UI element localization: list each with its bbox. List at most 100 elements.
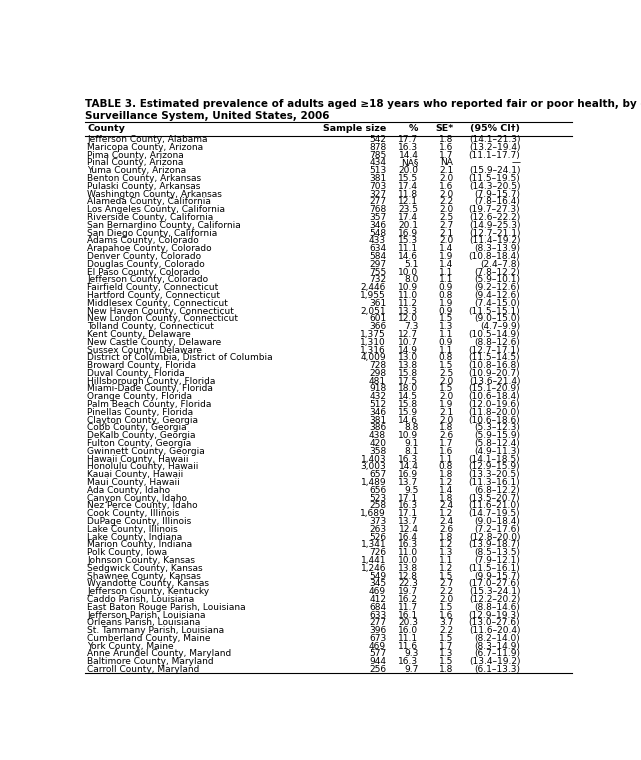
Text: 1.4: 1.4 xyxy=(439,244,453,253)
Text: Jefferson Parish, Louisiana: Jefferson Parish, Louisiana xyxy=(87,610,206,619)
Text: 1.1: 1.1 xyxy=(439,268,453,277)
Text: 2.0: 2.0 xyxy=(439,416,453,425)
Text: Washington County, Arkansas: Washington County, Arkansas xyxy=(87,190,222,198)
Text: 11.6: 11.6 xyxy=(398,641,419,651)
Text: (10.5–14.9): (10.5–14.9) xyxy=(469,330,520,339)
Text: Sedgwick County, Kansas: Sedgwick County, Kansas xyxy=(87,564,203,573)
Text: Yuma County, Arizona: Yuma County, Arizona xyxy=(87,166,186,176)
Text: 918: 918 xyxy=(369,385,386,394)
Text: County: County xyxy=(87,124,125,133)
Text: 11.8: 11.8 xyxy=(398,190,419,198)
Text: 15.8: 15.8 xyxy=(398,400,419,409)
Text: (13.9–18.7): (13.9–18.7) xyxy=(469,540,520,549)
Text: 17.4: 17.4 xyxy=(399,182,419,191)
Text: Riverside County, California: Riverside County, California xyxy=(87,213,213,222)
Text: Palm Beach County, Florida: Palm Beach County, Florida xyxy=(87,400,212,409)
Text: Miami-Dade County, Florida: Miami-Dade County, Florida xyxy=(87,385,213,394)
Text: 12.4: 12.4 xyxy=(399,525,419,534)
Text: 2.7: 2.7 xyxy=(439,579,453,588)
Text: (7.8–16.4): (7.8–16.4) xyxy=(474,198,520,207)
Text: 601: 601 xyxy=(369,315,386,323)
Text: Maui County, Hawaii: Maui County, Hawaii xyxy=(87,478,180,487)
Text: (8.8–12.6): (8.8–12.6) xyxy=(474,337,520,347)
Text: 1.8: 1.8 xyxy=(439,470,453,480)
Text: 1.9: 1.9 xyxy=(439,252,453,261)
Text: (12.6–22.2): (12.6–22.2) xyxy=(469,213,520,222)
Text: 684: 684 xyxy=(369,603,386,612)
Text: New Castle County, Delaware: New Castle County, Delaware xyxy=(87,337,221,347)
Text: 1,316: 1,316 xyxy=(360,346,386,354)
Text: Pinal County, Arizona: Pinal County, Arizona xyxy=(87,158,183,167)
Text: 412: 412 xyxy=(369,595,386,604)
Text: 11.0: 11.0 xyxy=(398,548,419,557)
Text: 1.8: 1.8 xyxy=(439,135,453,144)
Text: New Haven County, Connecticut: New Haven County, Connecticut xyxy=(87,306,234,315)
Text: (13.5–20.7): (13.5–20.7) xyxy=(469,493,520,502)
Text: 15.8: 15.8 xyxy=(398,369,419,378)
Text: 548: 548 xyxy=(369,229,386,238)
Text: Lake County, Illinois: Lake County, Illinois xyxy=(87,525,178,534)
Text: 15.3: 15.3 xyxy=(398,236,419,245)
Text: Orleans Parish, Louisiana: Orleans Parish, Louisiana xyxy=(87,619,201,627)
Text: 277: 277 xyxy=(369,619,386,627)
Text: 366: 366 xyxy=(369,322,386,331)
Text: Ada County, Idaho: Ada County, Idaho xyxy=(87,486,171,495)
Text: Duval County, Florida: Duval County, Florida xyxy=(87,369,185,378)
Text: (8.3–14.9): (8.3–14.9) xyxy=(474,641,520,651)
Text: (13.3–20.5): (13.3–20.5) xyxy=(469,470,520,480)
Text: (8.2–14.0): (8.2–14.0) xyxy=(474,634,520,643)
Text: 23.5: 23.5 xyxy=(399,205,419,214)
Text: 1.4: 1.4 xyxy=(439,260,453,269)
Text: (11.6–21.0): (11.6–21.0) xyxy=(469,502,520,511)
Text: (8.8–14.6): (8.8–14.6) xyxy=(474,603,520,612)
Text: 358: 358 xyxy=(369,447,386,456)
Text: 346: 346 xyxy=(369,221,386,230)
Text: 542: 542 xyxy=(369,135,386,144)
Text: Benton County, Arkansas: Benton County, Arkansas xyxy=(87,174,201,183)
Text: 703: 703 xyxy=(369,182,386,191)
Text: (4.7–9.9): (4.7–9.9) xyxy=(480,322,520,331)
Text: 3.7: 3.7 xyxy=(439,619,453,627)
Text: 17.4: 17.4 xyxy=(399,213,419,222)
Text: Cook County, Illinois: Cook County, Illinois xyxy=(87,509,179,518)
Text: 16.3: 16.3 xyxy=(398,540,419,549)
Text: 2.0: 2.0 xyxy=(439,236,453,245)
Text: 11.2: 11.2 xyxy=(399,299,419,308)
Text: 16.3: 16.3 xyxy=(398,454,419,464)
Text: 2.6: 2.6 xyxy=(439,525,453,534)
Text: Denver County, Colorado: Denver County, Colorado xyxy=(87,252,201,261)
Text: 0.9: 0.9 xyxy=(439,337,453,347)
Text: 1,375: 1,375 xyxy=(360,330,386,339)
Text: 755: 755 xyxy=(369,268,386,277)
Text: Cumberland County, Maine: Cumberland County, Maine xyxy=(87,634,211,643)
Text: Los Angeles County, California: Los Angeles County, California xyxy=(87,205,225,214)
Text: 13.0: 13.0 xyxy=(398,353,419,363)
Text: Broward County, Florida: Broward County, Florida xyxy=(87,361,196,370)
Text: 944: 944 xyxy=(369,657,386,667)
Text: 256: 256 xyxy=(369,665,386,674)
Text: York County, Maine: York County, Maine xyxy=(87,641,174,651)
Text: 16.1: 16.1 xyxy=(398,610,419,619)
Text: 732: 732 xyxy=(369,275,386,284)
Text: 18.0: 18.0 xyxy=(398,385,419,394)
Text: 577: 577 xyxy=(369,650,386,658)
Text: Wyandotte County, Kansas: Wyandotte County, Kansas xyxy=(87,579,209,588)
Text: (14.7–19.5): (14.7–19.5) xyxy=(469,509,520,518)
Text: 438: 438 xyxy=(369,431,386,440)
Text: 0.9: 0.9 xyxy=(439,283,453,292)
Text: (11.5–19.5): (11.5–19.5) xyxy=(469,174,520,183)
Text: Marion County, Indiana: Marion County, Indiana xyxy=(87,540,192,549)
Text: 2.2: 2.2 xyxy=(439,198,453,207)
Text: 1.7: 1.7 xyxy=(439,150,453,160)
Text: 2.7: 2.7 xyxy=(439,221,453,230)
Text: 1.5: 1.5 xyxy=(439,572,453,581)
Text: Sample size: Sample size xyxy=(323,124,386,133)
Text: 433: 433 xyxy=(369,236,386,245)
Text: 1.8: 1.8 xyxy=(439,533,453,542)
Text: Carroll County, Maryland: Carroll County, Maryland xyxy=(87,665,199,674)
Text: 14.5: 14.5 xyxy=(399,392,419,401)
Text: 297: 297 xyxy=(369,260,386,269)
Text: 512: 512 xyxy=(369,400,386,409)
Text: 1.8: 1.8 xyxy=(439,493,453,502)
Text: 1.5: 1.5 xyxy=(439,315,453,323)
